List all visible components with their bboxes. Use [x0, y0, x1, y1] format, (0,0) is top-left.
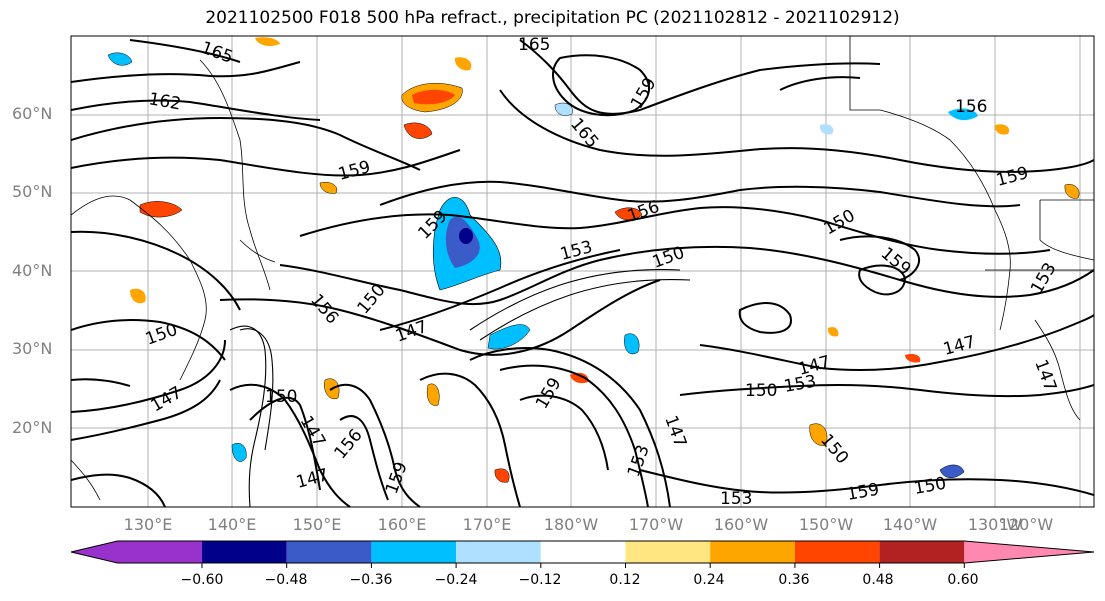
colorbar-tick-label: 0.24: [693, 572, 725, 588]
colorbar-swatch: [202, 541, 287, 563]
colorbar-swatch: [117, 541, 202, 563]
graticule: [71, 36, 1094, 507]
colorbar-arrow-right: [964, 541, 1094, 563]
colorbar-tick-label: −0.36: [349, 572, 393, 588]
colorbar-swatch: [456, 541, 541, 563]
colorbar-tick-label: −0.12: [518, 572, 562, 588]
lon-label: 170°W: [628, 515, 684, 534]
colorbar-swatch: [794, 541, 880, 563]
colorbar-swatch: [625, 541, 711, 563]
colorbar-swatch: [371, 541, 457, 563]
lon-label: 170°E: [462, 515, 512, 534]
colorbar-tick-label: 0.48: [862, 572, 894, 588]
map-title: 2021102500 F018 500 hPa refract., precip…: [205, 8, 900, 28]
colorbar-swatch: [879, 541, 965, 563]
colorbar-tick-label: 0.60: [947, 572, 979, 588]
lon-label: 150°E: [292, 515, 342, 534]
colorbar-tick-label: 0.36: [778, 572, 810, 588]
colorbar-swatch: [540, 541, 626, 563]
colorbar-tick-label: −0.60: [180, 572, 224, 588]
lat-label: 30°N: [12, 339, 53, 358]
colorbar-swatch: [710, 541, 795, 563]
refractivity-contours-thin: [229, 268, 691, 507]
refractivity-contours: [71, 39, 1094, 507]
map-frame: [70, 35, 1095, 508]
lon-label: 160°W: [713, 515, 769, 534]
colorbar-tick-label: 0.12: [609, 572, 641, 588]
lon-label: 140°E: [207, 515, 257, 534]
contour-label: 165: [518, 35, 550, 55]
colorbar-swatch: [286, 541, 372, 563]
contour-label: 156: [955, 97, 987, 117]
precip-negative-shading: [107, 52, 978, 478]
lat-label: 40°N: [12, 261, 53, 280]
lat-label: 60°N: [12, 104, 53, 123]
lat-label: 50°N: [12, 182, 53, 201]
lon-label: 180°W: [543, 515, 599, 534]
colorbar-tick-label: −0.48: [264, 572, 308, 588]
contour-label: 153: [720, 489, 752, 509]
precip-positive-shading: [130, 37, 1080, 483]
lon-label: 140°W: [882, 515, 938, 534]
colorbar-outline: [70, 540, 1095, 564]
lat-label: 20°N: [12, 418, 53, 437]
colorbar: [70, 540, 1095, 568]
contour-label: 150: [265, 387, 297, 407]
lon-label: 130°E: [123, 515, 173, 534]
lon-label: 150°W: [798, 515, 854, 534]
contour-label: 150: [745, 381, 777, 401]
lon-label: 160°E: [377, 515, 427, 534]
colorbar-tick-label: −0.24: [434, 572, 478, 588]
lon-label: 120°W: [998, 515, 1054, 534]
colorbar-arrow-left: [71, 541, 118, 563]
lon-label: 130°W: [967, 515, 1023, 534]
